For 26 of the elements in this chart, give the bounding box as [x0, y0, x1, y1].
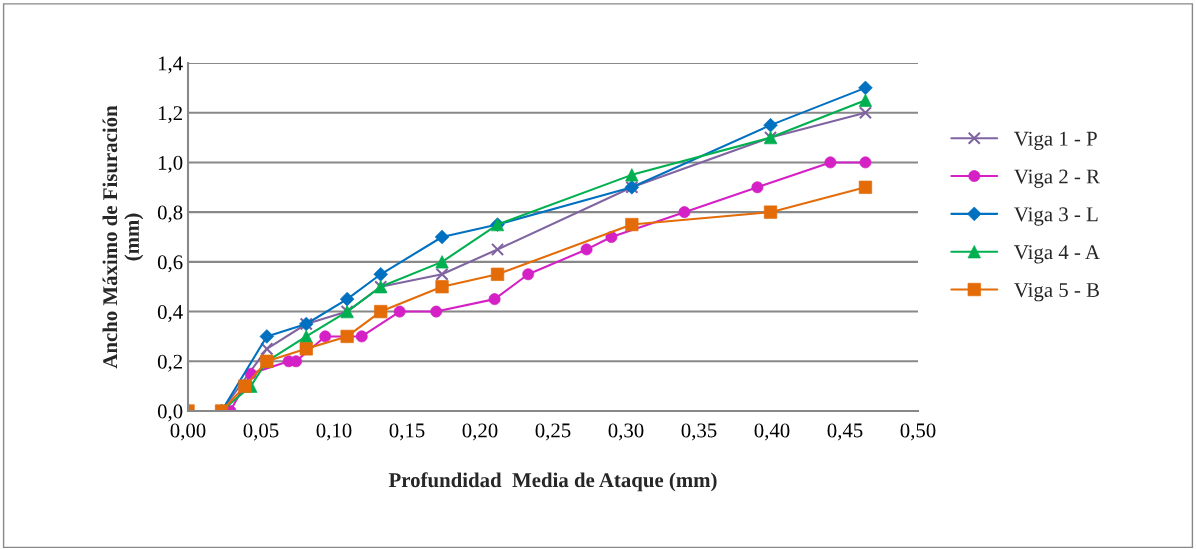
x-tick-label: 0,05 [243, 423, 279, 441]
x-tick-label: 0,15 [389, 423, 425, 441]
legend-label: Viga 3 - L [1014, 207, 1098, 226]
legend-label: Viga 5 - B [1014, 283, 1099, 302]
y-axis-title: Ancho Máximo de Fisuración (mm) [102, 105, 144, 369]
x-tick-label: 0,35 [681, 423, 717, 441]
x-axis-title: Profundidad Media de Ataque (mm) [388, 472, 717, 492]
y-tick-label: 1,4 [158, 56, 183, 74]
x-tick-label: 0,30 [608, 423, 644, 441]
legend-label: Viga 2 - R [1014, 169, 1100, 188]
x-tick-label: 0,10 [316, 423, 352, 441]
y-tick-label: 0,0 [157, 404, 183, 422]
y-tick-label: 0,2 [157, 354, 182, 372]
x-tick-label: 0,40 [754, 423, 790, 441]
y-tick-label: 1,0 [158, 155, 183, 173]
y-tick-label: 0,4 [157, 304, 183, 322]
legend-label: Viga 1 - P [1014, 131, 1097, 150]
x-tick-label: 0,50 [900, 423, 936, 441]
x-tick-label: 0,45 [827, 423, 863, 441]
y-tick-label: 0,8 [157, 205, 183, 223]
x-tick-label: 0,00 [170, 423, 206, 441]
x-tick-label: 0,25 [535, 423, 571, 441]
y-tick-label: 1,2 [158, 106, 182, 124]
y-tick-label: 0,6 [157, 255, 183, 273]
legend-label: Viga 4 - A [1014, 245, 1100, 264]
x-tick-label: 0,20 [462, 423, 498, 441]
